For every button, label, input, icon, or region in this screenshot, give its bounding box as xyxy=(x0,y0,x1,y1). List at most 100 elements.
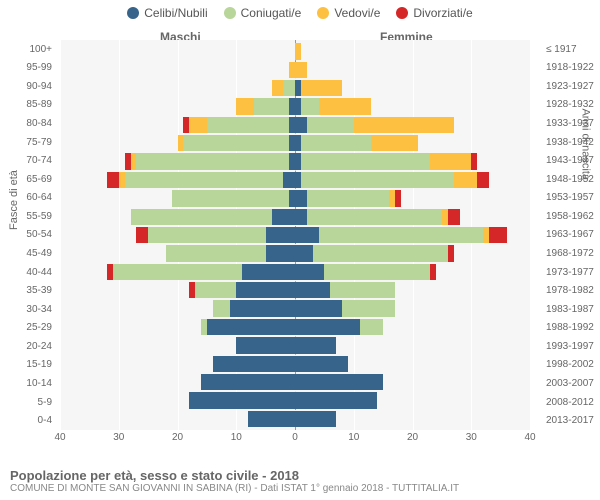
birth-year-label: 2013-2017 xyxy=(542,411,600,430)
plot-area xyxy=(60,40,530,430)
bar-segment-coniugati xyxy=(207,117,289,133)
legend-swatch xyxy=(127,7,139,19)
bar-segment-celibi xyxy=(189,392,295,408)
legend-swatch xyxy=(317,7,329,19)
bar-segment-celibi xyxy=(295,337,336,353)
bar-segment-coniugati xyxy=(254,98,289,114)
bar-segment-coniugati xyxy=(301,172,454,188)
female-bar xyxy=(295,43,301,59)
legend-swatch xyxy=(396,7,408,19)
legend-swatch xyxy=(224,7,236,19)
bar-segment-coniugati xyxy=(307,209,442,225)
female-bar xyxy=(295,411,336,427)
bar-rows xyxy=(60,42,530,428)
population-pyramid-chart: Celibi/NubiliConiugati/eVedovi/eDivorzia… xyxy=(0,0,600,500)
female-bar xyxy=(295,300,395,316)
bar-segment-celibi xyxy=(207,319,295,335)
bar-segment-divorziati xyxy=(489,227,507,243)
bar-segment-celibi xyxy=(295,190,307,206)
birth-year-label: 1988-1992 xyxy=(542,319,600,338)
bar-segment-coniugati xyxy=(131,209,272,225)
age-band-label: 45-49 xyxy=(0,244,56,263)
male-bar xyxy=(213,356,295,372)
age-row xyxy=(60,391,530,409)
bar-segment-coniugati xyxy=(283,80,295,96)
bar-segment-celibi xyxy=(295,117,307,133)
male-bar xyxy=(236,337,295,353)
legend-item: Celibi/Nubili xyxy=(127,6,207,20)
age-band-label: 80-84 xyxy=(0,114,56,133)
male-bar xyxy=(166,245,295,261)
bar-segment-celibi xyxy=(201,374,295,390)
age-row xyxy=(60,152,530,170)
age-band-label: 30-34 xyxy=(0,300,56,319)
birth-year-label: 2003-2007 xyxy=(542,374,600,393)
bar-segment-divorziati xyxy=(448,209,460,225)
female-bar xyxy=(295,227,507,243)
x-tick-label: 0 xyxy=(292,432,298,443)
age-row xyxy=(60,61,530,79)
grid-line xyxy=(530,40,531,430)
chart-footer: Popolazione per età, sesso e stato civil… xyxy=(10,468,459,494)
bar-segment-celibi xyxy=(295,282,330,298)
bar-segment-celibi xyxy=(272,209,296,225)
legend-item: Coniugati/e xyxy=(224,6,302,20)
age-row xyxy=(60,373,530,391)
age-row xyxy=(60,208,530,226)
bar-segment-celibi xyxy=(295,300,342,316)
x-tick-label: 30 xyxy=(466,432,477,443)
birth-year-label: 1943-1947 xyxy=(542,151,600,170)
female-bar xyxy=(295,282,395,298)
age-row xyxy=(60,336,530,354)
age-row xyxy=(60,97,530,115)
age-row xyxy=(60,263,530,281)
male-bar xyxy=(131,209,296,225)
bar-segment-coniugati xyxy=(183,135,289,151)
bar-segment-coniugati xyxy=(113,264,242,280)
legend-label: Vedovi/e xyxy=(334,6,380,20)
bar-segment-coniugati xyxy=(330,282,395,298)
birth-year-label: 1933-1937 xyxy=(542,114,600,133)
birth-year-label: 1973-1977 xyxy=(542,263,600,282)
age-row xyxy=(60,244,530,262)
age-band-label: 15-19 xyxy=(0,356,56,375)
bar-segment-coniugati xyxy=(307,117,354,133)
legend-label: Coniugati/e xyxy=(241,6,302,20)
legend: Celibi/NubiliConiugati/eVedovi/eDivorzia… xyxy=(0,0,600,20)
bar-segment-celibi xyxy=(295,392,377,408)
male-bar xyxy=(178,135,296,151)
age-band-label: 70-74 xyxy=(0,151,56,170)
birth-year-label: 1953-1957 xyxy=(542,188,600,207)
bar-segment-coniugati xyxy=(166,245,266,261)
birth-year-label: 1983-1987 xyxy=(542,300,600,319)
birth-year-label: 1958-1962 xyxy=(542,207,600,226)
bar-segment-celibi xyxy=(266,245,295,261)
female-bar xyxy=(295,98,371,114)
age-row xyxy=(60,226,530,244)
male-bar xyxy=(248,411,295,427)
bar-segment-vedovi xyxy=(371,135,418,151)
age-band-label: 75-79 xyxy=(0,133,56,152)
bar-segment-divorziati xyxy=(107,172,119,188)
age-band-label: 0-4 xyxy=(0,411,56,430)
male-bar xyxy=(107,172,295,188)
female-bar xyxy=(295,172,489,188)
bar-segment-coniugati xyxy=(213,300,231,316)
male-bar xyxy=(183,117,295,133)
bar-segment-vedovi xyxy=(295,43,301,59)
birth-year-label: 1948-1952 xyxy=(542,170,600,189)
bar-segment-coniugati xyxy=(301,153,430,169)
age-band-label: 25-29 xyxy=(0,319,56,338)
age-band-label: 60-64 xyxy=(0,188,56,207)
birth-year-label: 1918-1922 xyxy=(542,58,600,77)
age-band-label: 95-99 xyxy=(0,58,56,77)
age-row xyxy=(60,299,530,317)
bar-segment-celibi xyxy=(242,264,295,280)
birth-year-label: 1928-1932 xyxy=(542,96,600,115)
age-row xyxy=(60,189,530,207)
y-axis-left: 0-45-910-1415-1920-2425-2930-3435-3940-4… xyxy=(0,40,56,430)
bar-segment-divorziati xyxy=(136,227,148,243)
age-row xyxy=(60,116,530,134)
x-tick-label: 10 xyxy=(231,432,242,443)
age-band-label: 5-9 xyxy=(0,393,56,412)
